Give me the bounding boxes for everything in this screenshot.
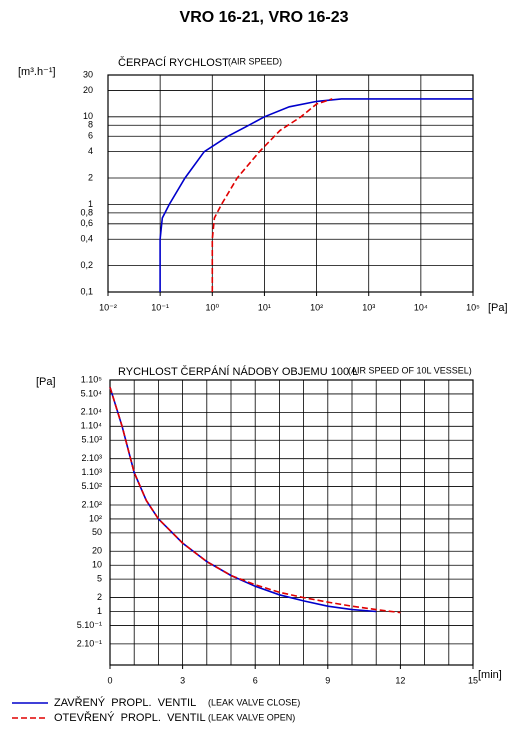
x-tick-label: 12 — [395, 675, 405, 685]
y-tick-label: 1.10⁴ — [81, 421, 103, 431]
legend-label: ZAVŘENÝ PROPL. VENTIL — [54, 696, 196, 709]
y-tick-label: 6 — [88, 131, 93, 141]
legend-label: OTEVŘENÝ PROPL. VENTIL — [54, 711, 206, 724]
series-line — [211, 98, 333, 292]
x-tick-label: 10⁵ — [466, 302, 480, 312]
legend-note: (LEAK VALVE CLOSE) — [208, 697, 300, 707]
y-tick-label: 2.10³ — [81, 453, 102, 463]
y-tick-label: 2 — [88, 172, 93, 182]
x-axis-label: [min] — [478, 669, 502, 681]
y-tick-label: 20 — [83, 85, 93, 95]
y-tick-label: 0,4 — [80, 234, 93, 244]
x-tick-label: 9 — [325, 675, 330, 685]
y-tick-label: 30 — [83, 69, 93, 79]
y-tick-label: 10 — [92, 560, 102, 570]
y-tick-label: 5.10⁴ — [81, 388, 103, 398]
y-tick-label: 0,1 — [80, 286, 93, 296]
y-tick-label: 2.10⁴ — [81, 407, 103, 417]
y-tick-label: 0,8 — [80, 207, 93, 217]
x-tick-label: 10⁻² — [99, 302, 117, 312]
chart-note: (AIR SPEED) — [228, 56, 282, 66]
y-tick-label: 5.10² — [81, 481, 102, 491]
y-tick-label: 2 — [97, 592, 102, 602]
y-tick-label: 1 — [88, 199, 93, 209]
y-tick-label: 0,2 — [80, 260, 93, 270]
y-tick-label: 8 — [88, 120, 93, 130]
y-tick-label: 20 — [92, 546, 102, 556]
x-tick-label: 0 — [107, 675, 112, 685]
x-tick-label: 10¹ — [258, 302, 271, 312]
y-tick-label: 1 — [97, 606, 102, 616]
x-tick-label: 10⁻¹ — [151, 302, 169, 312]
x-tick-label: 6 — [253, 675, 258, 685]
y-tick-label: 10² — [89, 513, 102, 523]
y-tick-label: 5 — [97, 574, 102, 584]
y-axis-label: [m³.h⁻¹] — [18, 66, 56, 78]
x-tick-label: 10³ — [362, 302, 375, 312]
series-line — [109, 386, 401, 614]
y-tick-label: 10 — [83, 111, 93, 121]
x-tick-label: 3 — [180, 675, 185, 685]
y-tick-label: 2.10² — [81, 499, 102, 509]
x-tick-label: 10⁴ — [414, 302, 428, 312]
plot-frame — [109, 379, 474, 666]
y-tick-label: 5.10⁻¹ — [77, 620, 102, 630]
legend-note: (LEAK VALVE OPEN) — [208, 712, 295, 722]
chart-subtitle: RYCHLOST ČERPÁNÍ NÁDOBY OBJEMU 100 L — [118, 365, 358, 378]
y-axis-label: [Pa] — [36, 376, 56, 388]
y-tick-label: 1.10³ — [81, 467, 102, 477]
y-tick-label: 2.10⁻¹ — [77, 638, 102, 648]
series-line — [159, 98, 473, 292]
x-tick-label: 10² — [310, 302, 323, 312]
series-line — [109, 386, 377, 613]
y-tick-label: 4 — [88, 146, 93, 156]
page-title: VRO 16-21, VRO 16-23 — [180, 9, 349, 26]
chart-note: (AIR SPEED OF 10L VESSEL) — [348, 365, 472, 375]
x-axis-label: [Pa] — [488, 302, 508, 314]
y-tick-label: 1.10⁵ — [81, 374, 103, 384]
chart-subtitle: ČERPACÍ RYCHLOST — [118, 56, 229, 69]
x-tick-label: 15 — [468, 675, 478, 685]
x-tick-label: 10⁰ — [205, 302, 219, 312]
y-tick-label: 0,6 — [80, 218, 93, 228]
plot-frame — [107, 74, 474, 293]
y-tick-label: 50 — [92, 527, 102, 537]
y-tick-label: 5.10³ — [81, 435, 102, 445]
